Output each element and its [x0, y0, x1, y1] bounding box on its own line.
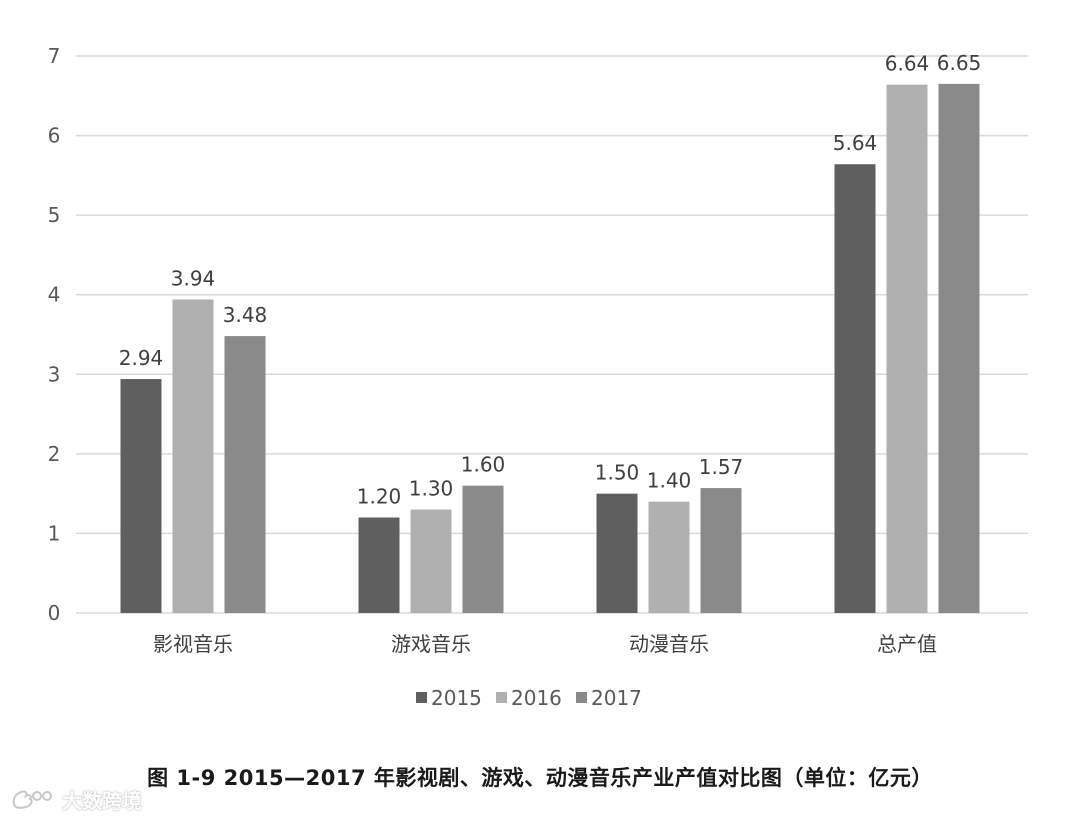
bar-2015-3: [834, 164, 876, 613]
bar-2016-3: [886, 84, 928, 614]
legend-label: 2016: [511, 686, 562, 710]
y-tick-label: 6: [48, 124, 61, 148]
data-label: 1.57: [699, 455, 744, 479]
data-label: 1.50: [595, 461, 640, 485]
bar-2016-0: [172, 299, 214, 613]
data-label: 2.94: [119, 346, 164, 370]
y-tick-label: 5: [48, 203, 61, 227]
y-tick-label: 0: [48, 601, 61, 625]
bar-2017-0: [224, 336, 266, 613]
legend-label: 2017: [591, 686, 642, 710]
data-label: 6.65: [937, 51, 982, 75]
x-category-label: 影视音乐: [153, 632, 233, 656]
y-tick-label: 2: [48, 442, 61, 466]
bar-2015-1: [358, 517, 400, 613]
watermark-text: 大数跨境: [62, 788, 142, 813]
bar-2016-2: [648, 501, 690, 613]
data-label: 3.94: [171, 266, 216, 290]
bar-2017-3: [938, 83, 980, 614]
data-label: 5.64: [833, 131, 878, 155]
bar-2017-1: [462, 485, 504, 613]
bar-2015-0: [120, 379, 162, 613]
legend-swatch-2015: [416, 692, 427, 703]
x-category-label: 动漫音乐: [629, 632, 709, 656]
data-label: 1.20: [357, 485, 402, 509]
data-label: 1.60: [461, 453, 506, 477]
y-tick-label: 1: [48, 521, 61, 545]
bar-2015-2: [596, 493, 638, 613]
weibo-logo-icon: [12, 790, 52, 809]
y-tick-label: 7: [48, 44, 61, 68]
data-label: 3.48: [223, 303, 268, 327]
watermark: 大数跨境: [10, 786, 142, 813]
bar-2017-2: [700, 488, 742, 613]
legend-swatch-2016: [496, 692, 507, 703]
legend-label: 2015: [431, 686, 482, 710]
data-label: 1.40: [647, 469, 692, 493]
figure-caption: 图 1-9 2015—2017 年影视剧、游戏、动漫音乐产业产值对比图（单位：亿…: [147, 766, 933, 790]
y-tick-label: 4: [48, 283, 61, 307]
data-label: 6.64: [885, 52, 930, 76]
y-tick-label: 3: [48, 362, 61, 386]
bar-2016-1: [410, 509, 452, 613]
data-label: 1.30: [409, 477, 454, 501]
x-category-label: 总产值: [877, 632, 937, 656]
x-category-label: 游戏音乐: [391, 632, 471, 656]
legend-swatch-2017: [576, 692, 587, 703]
